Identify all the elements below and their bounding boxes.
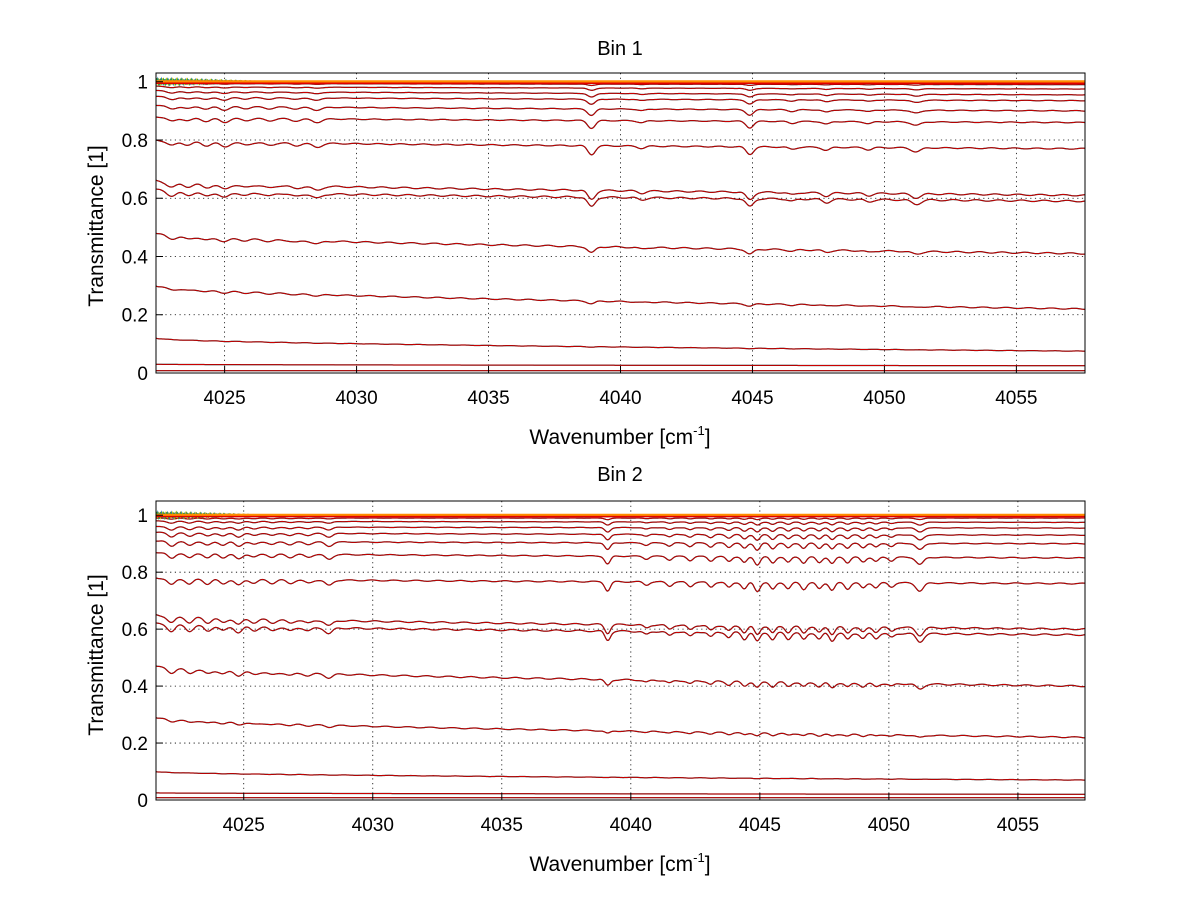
bin-1-y-tick-label: 0 — [137, 364, 148, 385]
bin-2-x-axis-label-main: Wavenumber [cm — [529, 853, 693, 876]
bin-2-x-tick-label: 4040 — [610, 815, 652, 836]
bin-1-series-s2 — [156, 363, 1085, 367]
bin-1-ticks: 4025 4030 4035 4040 4045 4050 4055 0 0.2 0.4 0.6 0.… — [122, 73, 1038, 409]
bin-2-x-axis-label: Wavenumber [cm-1] — [529, 850, 710, 876]
bin-2-y-tick-label: 0.4 — [122, 677, 149, 698]
bin-1-series-s9 — [155, 116, 1086, 129]
bin-1-y-axis-label: Transmittance [1] — [85, 145, 108, 306]
bin-1-series-s14 — [156, 82, 1085, 86]
bin-1-series-s13 — [155, 85, 1086, 91]
bin-2-y-tick-label: 0.2 — [122, 734, 148, 755]
bin-2-series-s9 — [155, 552, 1086, 566]
bin-1-series-s7-outline — [155, 179, 1086, 201]
bin-1-series-s9-outline — [155, 116, 1086, 130]
bin-1-x-tick-label: 4045 — [731, 388, 773, 409]
bin-2-title: Bin 2 — [597, 464, 643, 486]
bin-1-x-tick-label: 4035 — [467, 388, 509, 409]
bin-2-y-tick-label: 1 — [137, 506, 148, 527]
bin-2-series-s11-outline — [156, 531, 1085, 541]
bin-2-y-tick-label: 0 — [137, 791, 148, 812]
bin-2-series-s11 — [156, 531, 1085, 541]
bin-2-series-s5 — [155, 665, 1086, 690]
bin-2-x-tick-label: 4035 — [481, 815, 523, 836]
bin-1-title: Bin 1 — [597, 38, 643, 60]
bin-1-x-axis-label-superscript: -1 — [693, 423, 705, 438]
bin-1-series-s7 — [155, 179, 1086, 200]
bin-2-series-s12 — [155, 525, 1085, 533]
bin-2-series-s8 — [155, 577, 1086, 593]
bin-2-x-axis-label-superscript: -1 — [693, 850, 705, 865]
bin-2-series-s14 — [156, 517, 1085, 521]
bin-2-series-s2 — [156, 792, 1085, 795]
bin-1-x-axis-label-main: Wavenumber [cm — [529, 426, 693, 449]
bin-2-x-tick-label: 4030 — [352, 815, 394, 836]
bin-1-x-axis-label: Wavenumber [cm-1] — [529, 423, 710, 449]
bin-2-x-tick-label: 4055 — [997, 815, 1039, 836]
bin-2-series-s3 — [155, 771, 1085, 781]
bin-1-y-tick-label: 1 — [137, 73, 148, 94]
bin-1-y-tick-label: 0.2 — [122, 306, 148, 327]
bin-2-series-s7-outline — [155, 613, 1086, 637]
bin-2-series-s5-outline — [155, 665, 1086, 690]
bin-2-series-s6 — [155, 622, 1086, 643]
bin-2-series-s8-outline — [155, 577, 1086, 593]
bin-2-y-tick-label: 0.6 — [122, 620, 148, 641]
bin-1-panel: Bin 1 4025 4030 4035 4040 4045 4050 4055 0 0.2 0.… — [85, 38, 1086, 449]
bin-1-series-s5 — [155, 232, 1086, 255]
bin-2-x-tick-label: 4045 — [739, 815, 781, 836]
bin-2-x-tick-label: 4025 — [223, 815, 265, 836]
bin-1-y-tick-label: 0.8 — [122, 131, 148, 152]
bin-1-series-s10 — [155, 104, 1086, 116]
bin-1-x-tick-label: 4025 — [203, 388, 245, 409]
bin-1-series — [155, 76, 1086, 372]
bin-1-y-tick-label: 0.4 — [122, 247, 149, 268]
bin-1-series-s5-outline — [155, 232, 1086, 255]
bin-1-series-s6 — [155, 188, 1086, 207]
bin-2-series-s10 — [155, 540, 1085, 551]
bin-2-series-s4 — [155, 717, 1085, 739]
bin-1-grid — [156, 73, 1085, 374]
bin-1-series-s8 — [155, 139, 1086, 156]
bin-2-series-s13 — [155, 520, 1086, 526]
bin-1-x-tick-label: 4050 — [863, 388, 905, 409]
bin-1-x-tick-label: 4030 — [335, 388, 377, 409]
bin-2-series-s4-outline — [155, 717, 1085, 739]
bin-2-series — [155, 510, 1086, 799]
bin-2-series-s9-outline — [155, 552, 1086, 566]
bin-2-series-s7 — [155, 614, 1086, 637]
bin-2-y-tick-label: 0.8 — [122, 563, 148, 584]
bin-2-x-axis-label-close: ] — [705, 853, 711, 876]
bin-2-axes-box — [155, 500, 1086, 801]
bin-1-x-tick-label: 4040 — [599, 388, 641, 409]
bin-1-series-s3 — [155, 337, 1085, 352]
bin-2-y-axis-label: Transmittance [1] — [85, 574, 108, 735]
bin-2-series-s6-outline — [155, 622, 1086, 643]
bin-2-grid — [156, 501, 1085, 801]
bin-1-series-s11 — [156, 95, 1085, 105]
bin-2-ticks: 4025 4030 4035 4040 4045 4050 4055 0 0.2 0.4 0.6 0.… — [122, 506, 1039, 836]
bin-1-x-axis-label-close: ] — [705, 426, 711, 449]
bin-2-x-tick-label: 4050 — [868, 815, 910, 836]
bin-2-panel: Bin 2 4025 4030 4035 4040 4045 4050 4055 0 0.2 0.… — [85, 464, 1086, 876]
bin-1-x-tick-label: 4055 — [995, 388, 1037, 409]
bin-1-series-s3-outline — [155, 337, 1085, 352]
bin-1-series-s12 — [155, 89, 1086, 98]
bin-1-series-s4 — [155, 285, 1086, 310]
bin-1-y-tick-label: 0.6 — [122, 189, 148, 210]
